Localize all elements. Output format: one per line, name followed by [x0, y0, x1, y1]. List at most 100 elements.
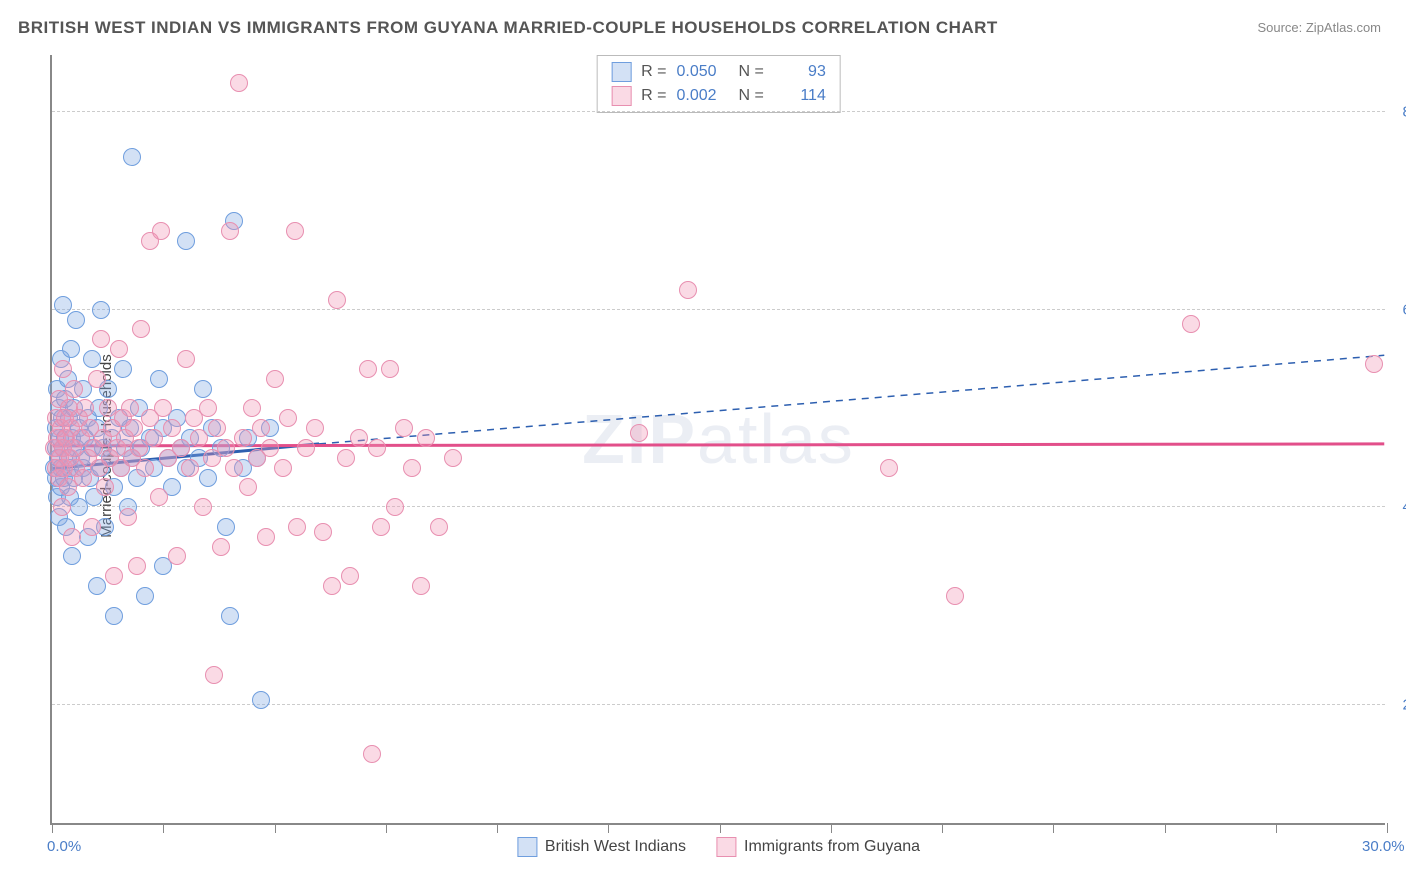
data-point: [261, 439, 279, 457]
data-point: [150, 488, 168, 506]
data-point: [221, 607, 239, 625]
data-point: [132, 320, 150, 338]
data-point: [212, 538, 230, 556]
data-point: [274, 459, 292, 477]
data-point: [266, 370, 284, 388]
data-point: [150, 370, 168, 388]
data-point: [152, 222, 170, 240]
data-point: [350, 429, 368, 447]
x-tick: [1387, 823, 1388, 833]
data-point: [70, 498, 88, 516]
data-point: [239, 478, 257, 496]
data-point: [359, 360, 377, 378]
data-point: [337, 449, 355, 467]
source-label: Source: ZipAtlas.com: [1257, 20, 1381, 35]
correlation-legend: R =0.050N =93R =0.002N =114: [596, 55, 841, 113]
data-point: [252, 691, 270, 709]
x-tick: [942, 823, 943, 833]
x-tick: [497, 823, 498, 833]
x-tick: [52, 823, 53, 833]
r-value: 0.050: [677, 63, 729, 81]
n-value: 93: [774, 63, 826, 81]
data-point: [403, 459, 421, 477]
gridline: [52, 111, 1385, 112]
data-point: [123, 148, 141, 166]
data-point: [205, 666, 223, 684]
x-tick: [608, 823, 609, 833]
data-point: [1182, 315, 1200, 333]
legend-swatch: [611, 86, 631, 106]
data-point: [63, 547, 81, 565]
data-point: [136, 587, 154, 605]
y-tick-label: 40.0%: [1390, 499, 1406, 516]
data-point: [286, 222, 304, 240]
y-tick-label: 60.0%: [1390, 301, 1406, 318]
series-legend: British West IndiansImmigrants from Guya…: [517, 837, 920, 857]
data-point: [314, 523, 332, 541]
data-point: [288, 518, 306, 536]
data-point: [199, 399, 217, 417]
legend-swatch: [716, 837, 736, 857]
data-point: [199, 469, 217, 487]
gridline: [52, 506, 1385, 507]
series-legend-item: Immigrants from Guyana: [716, 837, 920, 857]
data-point: [177, 232, 195, 250]
data-point: [54, 360, 72, 378]
data-point: [381, 360, 399, 378]
data-point: [234, 429, 252, 447]
data-point: [67, 311, 85, 329]
data-point: [119, 508, 137, 526]
data-point: [163, 419, 181, 437]
data-point: [444, 449, 462, 467]
y-tick-label: 80.0%: [1390, 104, 1406, 121]
plot-area: ZIPatlas R =0.050N =93R =0.002N =114 Bri…: [50, 55, 1385, 825]
data-point: [83, 350, 101, 368]
n-value: 114: [774, 87, 826, 105]
y-tick-label: 20.0%: [1390, 696, 1406, 713]
data-point: [880, 459, 898, 477]
data-point: [221, 222, 239, 240]
data-point: [363, 745, 381, 763]
data-point: [168, 547, 186, 565]
data-point: [177, 350, 195, 368]
data-point: [194, 498, 212, 516]
data-point: [92, 301, 110, 319]
legend-swatch: [517, 837, 537, 857]
data-point: [297, 439, 315, 457]
data-point: [53, 498, 71, 516]
data-point: [76, 399, 94, 417]
data-point: [430, 518, 448, 536]
data-point: [125, 419, 143, 437]
data-point: [630, 424, 648, 442]
data-point: [225, 459, 243, 477]
data-point: [395, 419, 413, 437]
data-point: [145, 429, 163, 447]
x-tick: [1053, 823, 1054, 833]
x-tick: [163, 823, 164, 833]
data-point: [412, 577, 430, 595]
r-label: R =: [641, 87, 666, 105]
data-point: [105, 607, 123, 625]
series-legend-label: Immigrants from Guyana: [744, 838, 920, 856]
data-point: [114, 360, 132, 378]
data-point: [368, 439, 386, 457]
data-point: [417, 429, 435, 447]
data-point: [110, 340, 128, 358]
data-point: [74, 469, 92, 487]
data-point: [92, 330, 110, 348]
data-point: [243, 399, 261, 417]
data-point: [136, 459, 154, 477]
data-point: [217, 518, 235, 536]
x-tick-label: 0.0%: [47, 838, 81, 855]
watermark: ZIPatlas: [582, 399, 855, 479]
data-point: [252, 419, 270, 437]
gridline: [52, 309, 1385, 310]
data-point: [65, 380, 83, 398]
gridline: [52, 704, 1385, 705]
x-tick: [720, 823, 721, 833]
correlation-legend-row: R =0.050N =93: [611, 60, 826, 84]
data-point: [62, 340, 80, 358]
data-point: [105, 567, 123, 585]
x-tick: [831, 823, 832, 833]
chart-container: BRITISH WEST INDIAN VS IMMIGRANTS FROM G…: [0, 0, 1406, 892]
